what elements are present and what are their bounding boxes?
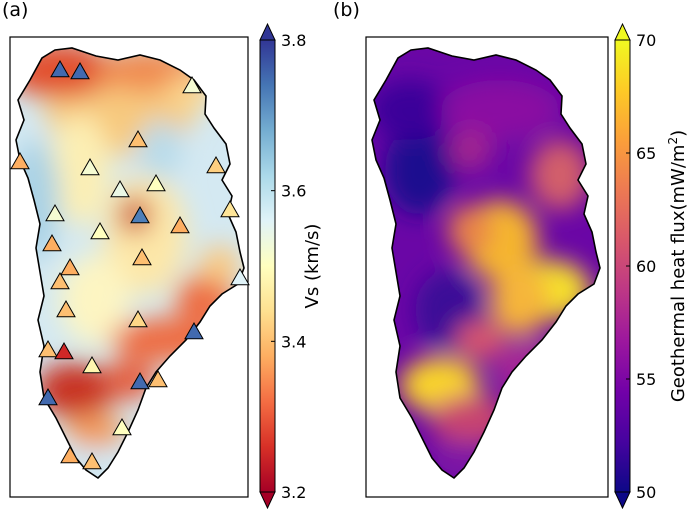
- heatflux-colorbar: 50 55 60 65 70 Geothermal heat flux(mW/m2): [614, 22, 689, 510]
- station-marker: [82, 355, 102, 374]
- vs-colorbar-gradient: [259, 39, 276, 493]
- station-marker: [60, 445, 80, 464]
- vs-colorbar: 3.2 3.4 3.6 3.8 Vs (km/s): [259, 22, 323, 510]
- station-marker: [42, 233, 62, 252]
- station-marker: [56, 299, 76, 318]
- colorbar-tick-label: 3.2: [281, 483, 306, 502]
- colorbar-tick-label: 60: [636, 257, 656, 276]
- heatflux-map-panel: [365, 36, 609, 498]
- colorbar-tick-label: 3.6: [281, 182, 306, 201]
- station-marker: [132, 247, 152, 266]
- panel-label-a: (a): [2, 0, 29, 21]
- vs-colorbar-ticks: 3.2 3.4 3.6 3.8: [271, 31, 306, 502]
- station-marker: [54, 341, 74, 360]
- colorbar-tick-label: 50: [636, 483, 656, 502]
- colorbar-tick-label: 3.8: [281, 31, 306, 50]
- station-marker: [70, 61, 90, 80]
- station-marker: [130, 371, 150, 390]
- station-marker: [130, 205, 150, 224]
- colorbar-extend-max: [259, 22, 276, 41]
- colorbar-tick-label: 55: [636, 370, 656, 389]
- colorbar-tick-label: 3.4: [281, 332, 306, 351]
- station-marker: [206, 155, 226, 174]
- seismic-stations: [10, 59, 250, 470]
- colorbar-extend-min: [259, 491, 276, 510]
- colorbar-tick-label: 65: [636, 144, 656, 163]
- station-marker: [146, 173, 166, 192]
- station-marker: [80, 157, 100, 176]
- station-marker: [230, 267, 250, 286]
- station-marker: [220, 199, 240, 218]
- station-marker: [82, 451, 102, 470]
- station-marker: [60, 257, 80, 276]
- heatflux-colorbar-ticks: 50 55 60 65 70: [626, 31, 656, 502]
- panel-label-b: (b): [333, 0, 360, 21]
- colorbar-extend-max: [614, 22, 631, 41]
- station-marker: [182, 75, 202, 94]
- station-marker: [50, 271, 70, 290]
- station-marker: [38, 339, 58, 358]
- station-marker: [110, 179, 130, 198]
- station-marker: [128, 129, 148, 148]
- station-marker: [50, 59, 70, 78]
- station-marker: [170, 215, 190, 234]
- station-marker: [38, 387, 58, 406]
- station-marker: [128, 309, 148, 328]
- station-marker: [90, 221, 110, 240]
- colorbar-extend-min: [614, 491, 631, 510]
- station-marker: [10, 151, 30, 170]
- station-marker: [45, 203, 65, 222]
- vs-map-panel: [9, 36, 250, 498]
- colorbar-tick-label: 70: [636, 31, 656, 50]
- station-marker: [184, 321, 204, 340]
- station-marker: [112, 417, 132, 436]
- vs-colorbar-label: Vs (km/s): [302, 224, 323, 309]
- heatflux-colorbar-label: Geothermal heat flux(mW/m2): [666, 130, 689, 402]
- station-marker: [148, 369, 168, 388]
